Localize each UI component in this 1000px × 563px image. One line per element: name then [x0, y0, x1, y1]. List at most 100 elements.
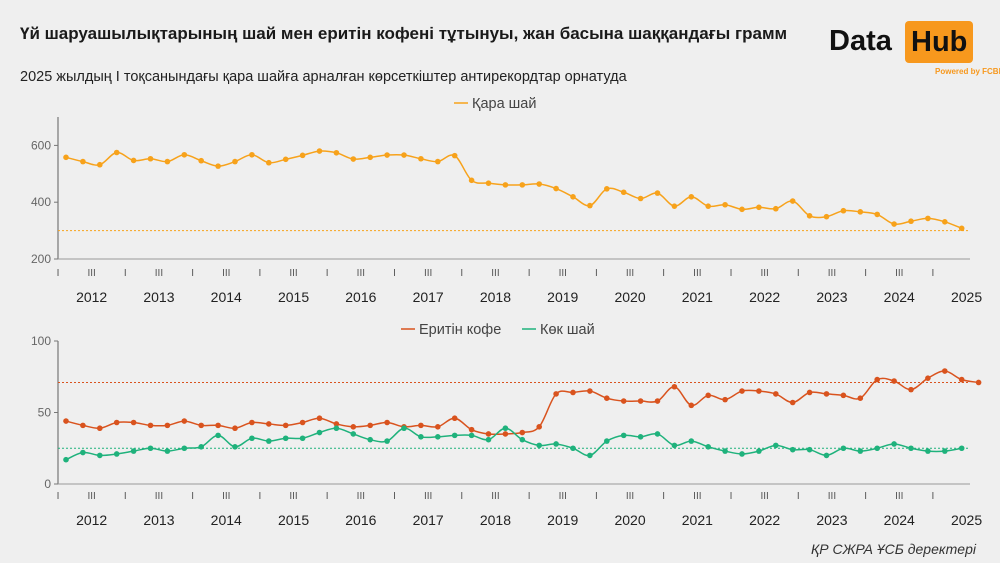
year-label: 2017 — [413, 512, 444, 528]
data-point — [384, 419, 390, 426]
data-point — [942, 368, 948, 374]
data-point — [435, 434, 441, 440]
quarter-tick-I: I — [595, 268, 598, 279]
data-point — [519, 436, 526, 443]
quarter-tick-III: III — [87, 491, 95, 502]
data-point — [823, 452, 830, 459]
year-label: 2019 — [547, 289, 578, 305]
data-point — [620, 189, 627, 196]
data-point — [384, 152, 390, 158]
data-point — [637, 195, 644, 202]
quarter-tick-III: III — [626, 491, 634, 502]
data-point — [367, 422, 374, 429]
data-point — [908, 445, 914, 452]
data-point — [789, 198, 796, 204]
year-label: 2021 — [682, 512, 713, 528]
data-point — [147, 422, 154, 429]
data-point — [806, 389, 813, 396]
data-point — [502, 431, 509, 437]
data-point — [451, 432, 458, 439]
data-point — [789, 446, 796, 453]
data-point — [282, 156, 289, 163]
data-point — [502, 425, 509, 432]
data-point — [519, 182, 526, 188]
data-point — [367, 154, 374, 161]
quarter-tick-I: I — [326, 268, 329, 279]
year-label: 2018 — [480, 512, 511, 528]
quarter-tick-I: I — [393, 268, 396, 279]
year-label: 2012 — [76, 512, 107, 528]
quarter-tick-I: I — [730, 268, 733, 279]
data-point — [63, 456, 69, 463]
data-point — [333, 421, 340, 427]
data-point — [418, 155, 424, 162]
data-point — [604, 438, 610, 444]
quarter-tick-III: III — [155, 268, 163, 279]
year-label: 2020 — [614, 512, 645, 528]
quarter-tick-III: III — [491, 268, 499, 279]
data-point — [925, 448, 931, 454]
data-point — [316, 148, 323, 154]
data-point — [739, 206, 745, 213]
data-point — [823, 213, 830, 220]
year-label: 2016 — [345, 512, 376, 528]
year-label: 2025 — [951, 289, 982, 305]
y-tick-label: 100 — [31, 334, 51, 348]
quarter-tick-III: III — [424, 268, 432, 279]
data-point — [739, 451, 745, 457]
data-point — [299, 435, 306, 442]
data-point — [80, 449, 86, 456]
data-point — [654, 398, 661, 404]
data-point — [164, 158, 171, 165]
year-label: 2013 — [143, 512, 174, 528]
data-point — [333, 425, 340, 432]
data-point — [299, 152, 306, 159]
data-point — [97, 161, 103, 168]
data-point — [536, 181, 542, 187]
data-point — [789, 399, 796, 406]
quarter-tick-III: III — [155, 491, 163, 502]
data-point — [266, 159, 272, 166]
data-point — [130, 157, 137, 164]
data-point — [232, 444, 238, 450]
quarter-tick-III: III — [357, 268, 365, 279]
data-point — [401, 152, 407, 158]
year-label: 2023 — [816, 289, 847, 305]
data-point — [316, 429, 323, 436]
data-point — [705, 203, 711, 209]
year-label: 2023 — [816, 512, 847, 528]
data-point — [671, 442, 678, 449]
data-point — [198, 422, 204, 429]
data-point — [485, 431, 492, 437]
y-tick-label: 0 — [44, 477, 51, 491]
quarter-tick-III: III — [828, 268, 836, 279]
quarter-tick-III: III — [895, 491, 903, 502]
data-point — [958, 376, 965, 383]
data-point — [519, 429, 526, 436]
logo-text-hub: Hub — [905, 21, 974, 63]
data-point — [688, 438, 695, 444]
data-point — [249, 435, 255, 442]
data-point — [418, 434, 424, 440]
data-point — [840, 392, 847, 399]
data-point — [350, 156, 357, 162]
data-point — [840, 445, 847, 452]
data-point — [773, 442, 779, 449]
data-point — [384, 438, 390, 444]
data-point — [80, 158, 86, 165]
data-point — [435, 158, 441, 165]
quarter-tick-I: I — [662, 268, 665, 279]
quarter-tick-I: I — [326, 491, 329, 502]
quarter-tick-I: I — [864, 491, 867, 502]
quarter-tick-III: III — [87, 268, 95, 279]
data-point — [198, 157, 204, 164]
quarter-tick-III: III — [357, 491, 365, 502]
year-label: 2019 — [547, 512, 578, 528]
data-point — [350, 431, 357, 437]
data-point — [266, 421, 272, 427]
source-note: ҚР СЖРА ҰСБ деректері — [810, 541, 976, 557]
quarter-tick-III: III — [559, 268, 567, 279]
data-point — [63, 418, 69, 424]
y-tick-label: 400 — [31, 195, 51, 209]
